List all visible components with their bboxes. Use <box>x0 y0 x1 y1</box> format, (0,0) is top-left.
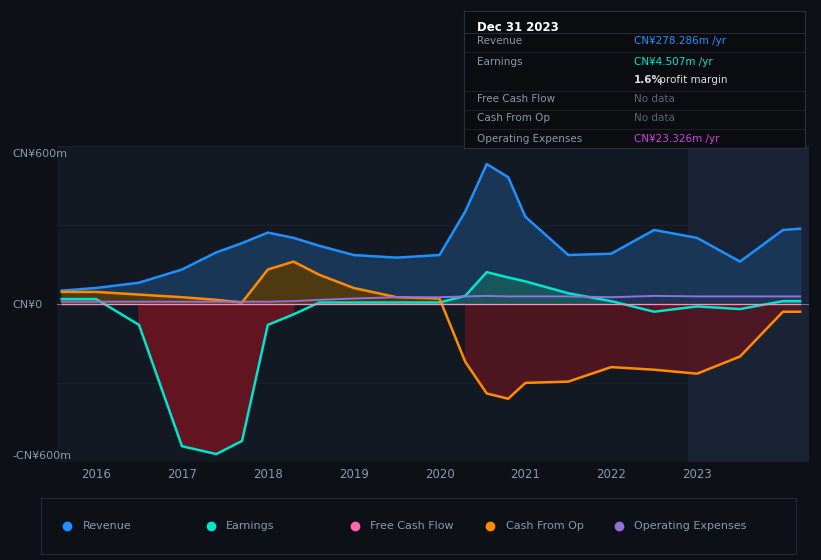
Text: 1.6%: 1.6% <box>635 75 663 85</box>
Text: Operating Expenses: Operating Expenses <box>634 521 746 531</box>
Text: Earnings: Earnings <box>226 521 274 531</box>
Text: -CN¥600m: -CN¥600m <box>12 451 71 461</box>
Text: profit margin: profit margin <box>656 75 728 85</box>
Text: Cash From Op: Cash From Op <box>506 521 584 531</box>
Bar <box>689 146 809 462</box>
Text: CN¥0: CN¥0 <box>12 300 43 310</box>
Text: Revenue: Revenue <box>83 521 131 531</box>
Text: No data: No data <box>635 113 675 123</box>
Text: CN¥4.507m /yr: CN¥4.507m /yr <box>635 57 713 67</box>
Text: Free Cash Flow: Free Cash Flow <box>478 94 556 104</box>
Text: Cash From Op: Cash From Op <box>478 113 551 123</box>
Text: Dec 31 2023: Dec 31 2023 <box>478 21 559 34</box>
Text: No data: No data <box>635 94 675 104</box>
Text: Revenue: Revenue <box>478 36 523 46</box>
Text: CN¥278.286m /yr: CN¥278.286m /yr <box>635 36 727 46</box>
Text: CN¥23.326m /yr: CN¥23.326m /yr <box>635 134 720 144</box>
Text: Earnings: Earnings <box>478 57 523 67</box>
Text: CN¥600m: CN¥600m <box>12 149 67 159</box>
Text: Operating Expenses: Operating Expenses <box>478 134 583 144</box>
Text: Free Cash Flow: Free Cash Flow <box>369 521 453 531</box>
